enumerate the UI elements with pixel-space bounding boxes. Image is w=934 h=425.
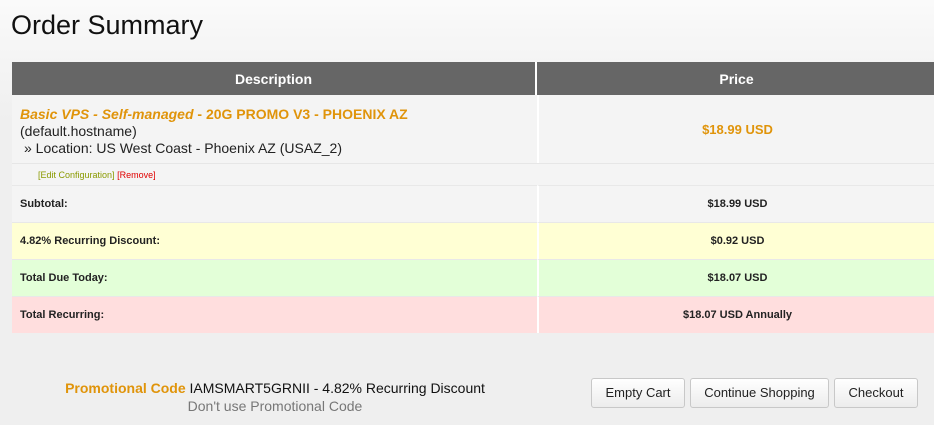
product-title: - 20G PROMO V3 - PHOENIX AZ (193, 106, 408, 122)
order-table: Description Price Basic VPS - Self-manage… (12, 62, 934, 333)
page-title: Order Summary (11, 10, 204, 40)
total-recurring-label: Total Recurring: (12, 296, 537, 333)
total-recurring-value: $18.07 USD Annually (537, 296, 934, 333)
subtotal-label: Subtotal: (12, 185, 537, 222)
cart-item-row: Basic VPS - Self-managed - 20G PROMO V3 … (12, 95, 934, 163)
discount-row: 4.82% Recurring Discount: $0.92 USD (12, 222, 934, 259)
total-due-label: Total Due Today: (12, 259, 537, 296)
discount-label: 4.82% Recurring Discount: (12, 222, 537, 259)
config-option: » Location: US West Coast - Phoenix AZ (… (24, 140, 342, 156)
total-due-row: Total Due Today: $18.07 USD (12, 259, 934, 296)
checkout-button[interactable]: Checkout (834, 378, 918, 408)
edit-configuration-link[interactable]: [Edit Configuration] (38, 169, 115, 180)
remove-promo-link[interactable]: Don't use Promotional Code (187, 398, 363, 414)
product-group: Basic VPS - Self-managed (20, 106, 194, 122)
discount-value: $0.92 USD (537, 222, 934, 259)
header-price: Price (537, 62, 934, 95)
continue-shopping-button[interactable]: Continue Shopping (690, 378, 829, 408)
promo-code-info: Promotional Code IAMSMART5GRNII - 4.82% … (0, 380, 550, 396)
promo-label: Promotional Code (65, 380, 186, 396)
remove-link[interactable]: [Remove] (117, 169, 156, 180)
item-price: $18.99 USD (537, 95, 934, 163)
empty-cart-button[interactable]: Empty Cart (591, 378, 685, 408)
total-due-value: $18.07 USD (537, 259, 934, 296)
product-name: Basic VPS - Self-managed - 20G PROMO V3 … (20, 106, 408, 122)
hostname: (default.hostname) (20, 123, 137, 139)
header-description: Description (12, 62, 537, 95)
promo-text: IAMSMART5GRNII - 4.82% Recurring Discoun… (185, 380, 485, 396)
subtotal-row: Subtotal: $18.99 USD (12, 185, 934, 222)
total-recurring-row: Total Recurring: $18.07 USD Annually (12, 296, 934, 333)
subtotal-value: $18.99 USD (537, 185, 934, 222)
